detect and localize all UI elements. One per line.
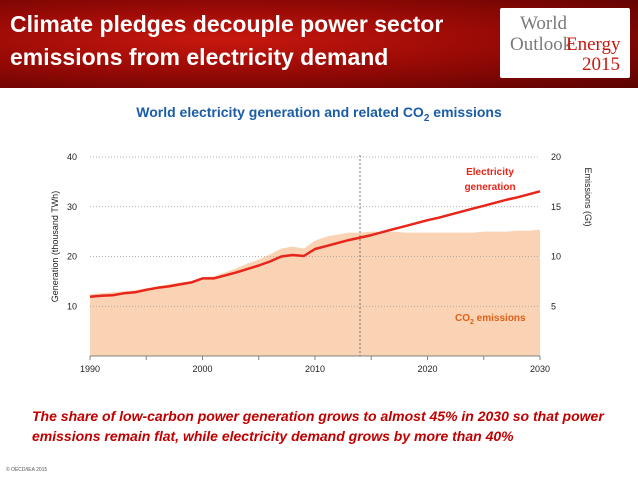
y-left-axis-title: Generation (thousand TWh): [50, 191, 60, 302]
electricity-generation-line: [89, 190, 541, 299]
y-right-tick-label: 15: [551, 202, 561, 212]
chart-title-text: World electricity generation and related…: [136, 104, 424, 120]
electricity-generation-label-line1: Electricity: [466, 167, 514, 178]
y-right-tick-label: 5: [551, 301, 556, 311]
co2-label-subscript: 2: [470, 319, 474, 326]
x-tick-label: 1990: [80, 364, 100, 374]
x-tick-label: 2010: [305, 364, 325, 374]
x-tick-label: 2030: [530, 364, 550, 374]
y-right-tick-label: 20: [551, 152, 561, 162]
electricity-generation-label-line2: generation: [464, 182, 515, 193]
x-tick-label: 2000: [192, 364, 212, 374]
y-left-tick-label: 20: [67, 252, 77, 262]
header-banner: Climate pledges decouple power sector em…: [0, 0, 638, 88]
y-left-tick-label: 30: [67, 202, 77, 212]
y-left-tick-label: 10: [67, 301, 77, 311]
page-title: Climate pledges decouple power sector em…: [10, 11, 444, 70]
logo-word-year: 2015: [582, 54, 620, 75]
caption: The share of low-carbon power generation…: [32, 408, 604, 444]
y-right-axis-title: Emissions (Gt): [583, 167, 593, 226]
co2-emissions-area: [90, 229, 540, 356]
y-right-tick-label: 10: [551, 252, 561, 262]
logo-word-energy: Energy: [566, 34, 621, 55]
x-tick-label: 2020: [417, 364, 437, 374]
chart-title: World electricity generation and related…: [0, 104, 638, 124]
y-left-tick-label: 40: [67, 152, 77, 162]
logo-word-world: World: [520, 13, 568, 34]
copyright: © OECD/IEA 2015: [6, 467, 48, 473]
chart-title-subscript: 2: [423, 112, 430, 124]
co2-emissions-label: CO2 emissions: [455, 313, 526, 326]
chart-title-suffix: emissions: [429, 104, 502, 120]
co2-label-suffix: emissions: [474, 313, 526, 324]
weo-logo: World Outlook Energy 2015: [500, 8, 630, 78]
logo-word-outlook: Outlook: [510, 34, 573, 55]
co2-label-text: CO: [455, 313, 470, 324]
